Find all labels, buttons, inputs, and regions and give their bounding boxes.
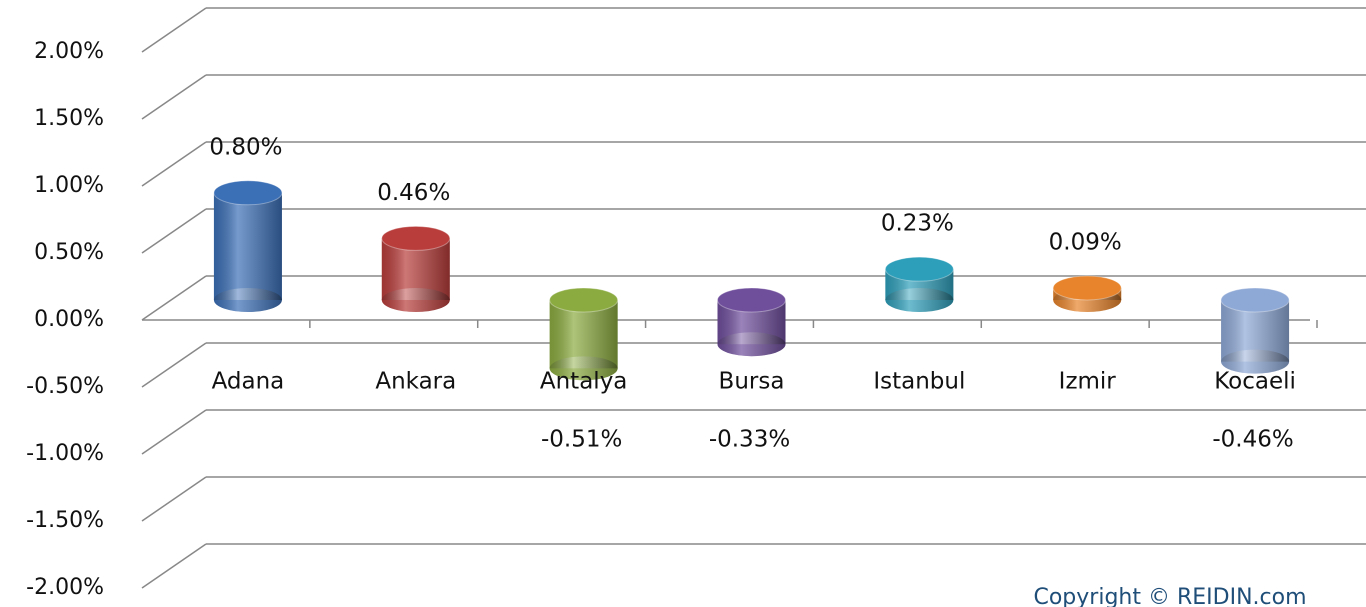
x-tick-label: Izmir xyxy=(1059,369,1117,395)
grid-line xyxy=(141,476,207,522)
y-tick-label: -0.50% xyxy=(26,374,104,399)
y-tick-label: -1.00% xyxy=(26,441,104,466)
bar-shade xyxy=(213,192,282,300)
y-tick-label: 2.00% xyxy=(34,39,104,64)
bar-base-shade xyxy=(1221,349,1290,374)
y-tick-label: 0.00% xyxy=(34,307,104,332)
copyright: Copyright © REIDIN.com xyxy=(1033,585,1306,607)
grid-line xyxy=(141,74,207,120)
data-label: -0.51% xyxy=(541,427,622,453)
bar-cap xyxy=(1052,275,1122,301)
grid-line xyxy=(141,7,207,53)
y-tick-label: 1.50% xyxy=(34,106,104,131)
data-label: 0.09% xyxy=(1049,229,1122,255)
y-tick-label: -1.50% xyxy=(26,508,104,533)
bar-base-shade xyxy=(717,332,786,357)
bar-base-shade xyxy=(549,356,618,381)
grid-line xyxy=(141,342,207,388)
grid-line xyxy=(141,208,207,254)
x-tick-label: Bursa xyxy=(719,369,785,395)
grid-line xyxy=(141,409,207,455)
x-tick-label: Istanbul xyxy=(873,369,965,395)
data-label: -0.46% xyxy=(1212,427,1293,453)
y-tick-label: 1.00% xyxy=(34,173,104,198)
grid-line xyxy=(141,141,207,187)
bar-cap xyxy=(1220,287,1290,313)
data-label: 0.46% xyxy=(377,180,450,206)
y-tick-label: 0.50% xyxy=(34,240,104,265)
x-tick-label: Adana xyxy=(212,369,285,395)
y-tick-label: -2.00% xyxy=(26,575,104,600)
grid-line xyxy=(141,543,207,589)
x-tick-label: Ankara xyxy=(375,369,456,395)
data-label: 0.80% xyxy=(209,134,282,160)
bar-cap xyxy=(549,287,619,313)
bar-base-shade xyxy=(381,288,450,312)
x-tick-label: Antalya xyxy=(540,369,628,395)
data-label: -0.33% xyxy=(709,427,790,453)
grid-line xyxy=(141,275,207,321)
bar-cap xyxy=(213,180,283,206)
bar-cap xyxy=(884,256,954,282)
bar-cap xyxy=(381,225,451,251)
bar-base-shade xyxy=(213,288,282,312)
bar-cap xyxy=(717,287,786,313)
x-tick-label: Kocaeli xyxy=(1214,369,1296,395)
bar-base-shade xyxy=(885,288,954,312)
data-label: 0.23% xyxy=(881,211,954,237)
